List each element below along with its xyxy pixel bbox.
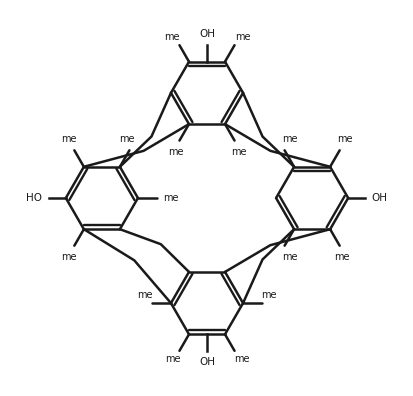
Text: me: me (336, 134, 351, 144)
Text: OH: OH (371, 193, 387, 203)
Text: OH: OH (199, 29, 214, 39)
Text: me: me (167, 147, 183, 156)
Text: me: me (233, 354, 249, 364)
Text: me: me (119, 134, 134, 144)
Text: HO: HO (26, 193, 42, 203)
Text: me: me (163, 193, 178, 203)
Text: me: me (137, 290, 152, 300)
Text: me: me (281, 252, 297, 262)
Text: me: me (164, 354, 180, 364)
Text: me: me (62, 252, 77, 262)
Text: OH: OH (199, 357, 214, 367)
Text: me: me (281, 134, 297, 144)
Text: me: me (230, 147, 246, 156)
Text: me: me (234, 32, 250, 42)
Text: me: me (62, 134, 77, 144)
Text: me: me (163, 32, 179, 42)
Text: me: me (334, 252, 349, 262)
Text: me: me (261, 290, 276, 300)
